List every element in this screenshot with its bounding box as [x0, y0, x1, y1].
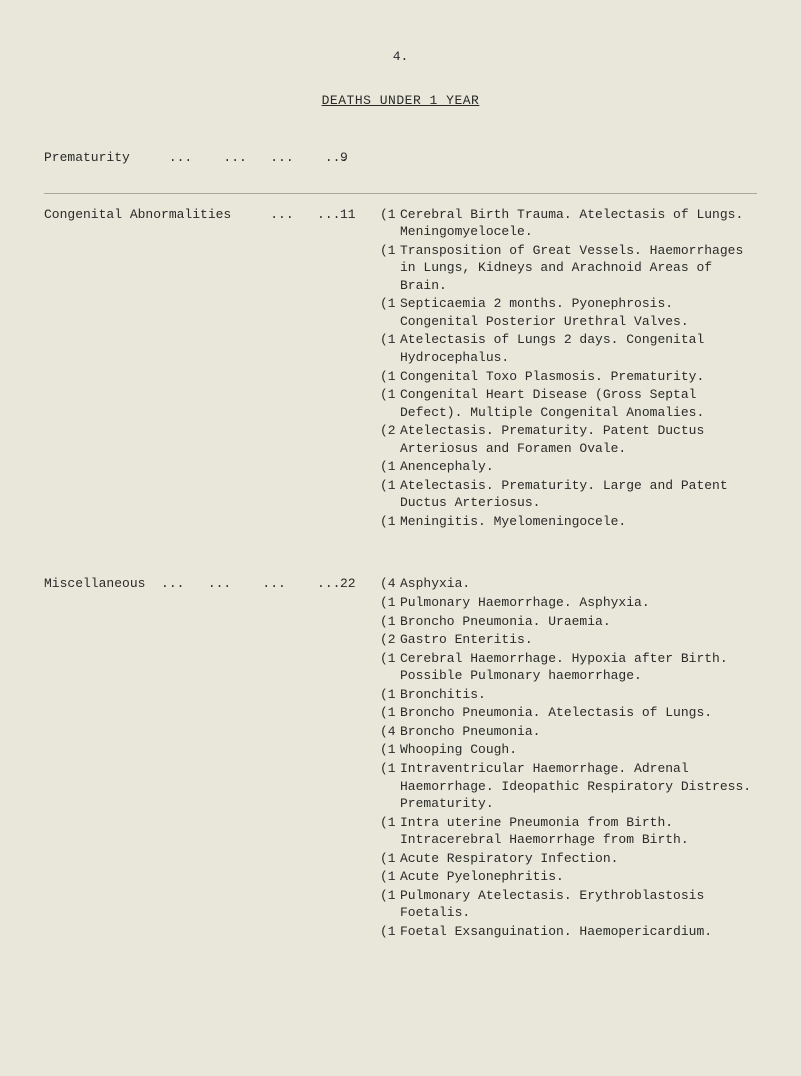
detail-line: (2Gastro Enteritis. — [380, 631, 757, 649]
detail-count: (1 — [380, 868, 400, 886]
detail-text: Congenital Heart Disease (Gross Septal D… — [400, 386, 757, 421]
detail-text: Atelectasis of Lungs 2 days. Congenital … — [400, 331, 757, 366]
section-row: Prematurity ... ... ... ... 9 — [44, 149, 757, 167]
detail-text: Pulmonary Atelectasis. Erythroblastosis … — [400, 887, 757, 922]
spacer — [44, 557, 757, 575]
detail-line: (1Whooping Cough. — [380, 741, 757, 759]
detail-line: (1Transposition of Great Vessels. Haemor… — [380, 242, 757, 295]
detail-line: (1Pulmonary Atelectasis. Erythroblastosi… — [380, 887, 757, 922]
detail-text: Congenital Toxo Plasmosis. Prematurity. — [400, 368, 757, 386]
section-label: Miscellaneous ... ... ... ... — [44, 575, 340, 593]
detail-count: (1 — [380, 295, 400, 313]
detail-text: Intraventricular Haemorrhage. Adrenal Ha… — [400, 760, 757, 813]
detail-line: (1Congenital Heart Disease (Gross Septal… — [380, 386, 757, 421]
detail-count: (4 — [380, 723, 400, 741]
page-number: 4. — [44, 48, 757, 66]
detail-text: Acute Respiratory Infection. — [400, 850, 757, 868]
detail-count: (1 — [380, 386, 400, 404]
detail-count: (1 — [380, 594, 400, 612]
detail-line: (1Foetal Exsanguination. Haemopericardiu… — [380, 923, 757, 941]
detail-text: Atelectasis. Prematurity. Large and Pate… — [400, 477, 757, 512]
detail-text: Septicaemia 2 months. Pyonephrosis. Cong… — [400, 295, 757, 330]
detail-line: (1Pulmonary Haemorrhage. Asphyxia. — [380, 594, 757, 612]
detail-count: (1 — [380, 613, 400, 631]
detail-count: (1 — [380, 242, 400, 260]
detail-line: (4Broncho Pneumonia. — [380, 723, 757, 741]
section-row: Congenital Abnormalities ... ... 11 (1Ce… — [44, 206, 757, 532]
detail-count: (4 — [380, 575, 400, 593]
detail-count: (2 — [380, 631, 400, 649]
detail-text: Intra uterine Pneumonia from Birth. Intr… — [400, 814, 757, 849]
detail-count: (1 — [380, 206, 400, 224]
detail-text: Atelectasis. Prematurity. Patent Ductus … — [400, 422, 757, 457]
detail-text: Foetal Exsanguination. Haemopericardium. — [400, 923, 757, 941]
detail-count: (1 — [380, 650, 400, 668]
detail-line: (1Acute Pyelonephritis. — [380, 868, 757, 886]
divider — [44, 193, 757, 194]
detail-line: (1Anencephaly. — [380, 458, 757, 476]
detail-count: (1 — [380, 741, 400, 759]
detail-count: (1 — [380, 923, 400, 941]
detail-line: (1Bronchitis. — [380, 686, 757, 704]
detail-line: (1Meningitis. Myelomeningocele. — [380, 513, 757, 531]
detail-text: Whooping Cough. — [400, 741, 757, 759]
section-details: (4Asphyxia.(1Pulmonary Haemorrhage. Asph… — [380, 575, 757, 941]
detail-count: (1 — [380, 850, 400, 868]
section-count: 9 — [340, 149, 380, 167]
detail-line: (1Septicaemia 2 months. Pyonephrosis. Co… — [380, 295, 757, 330]
detail-line: (4Asphyxia. — [380, 575, 757, 593]
detail-text: Acute Pyelonephritis. — [400, 868, 757, 886]
detail-text: Cerebral Haemorrhage. Hypoxia after Birt… — [400, 650, 757, 685]
detail-count: (1 — [380, 458, 400, 476]
detail-text: Anencephaly. — [400, 458, 757, 476]
detail-text: Cerebral Birth Trauma. Atelectasis of Lu… — [400, 206, 757, 241]
detail-line: (2Atelectasis. Prematurity. Patent Ductu… — [380, 422, 757, 457]
detail-line: (1Atelectasis. Prematurity. Large and Pa… — [380, 477, 757, 512]
detail-text: Transposition of Great Vessels. Haemorrh… — [400, 242, 757, 295]
detail-count: (1 — [380, 760, 400, 778]
section-count: 11 — [340, 206, 380, 224]
detail-line: (1Intraventricular Haemorrhage. Adrenal … — [380, 760, 757, 813]
section-row: Miscellaneous ... ... ... ... 22 (4Asphy… — [44, 575, 757, 941]
detail-text: Broncho Pneumonia. — [400, 723, 757, 741]
detail-line: (1Cerebral Haemorrhage. Hypoxia after Bi… — [380, 650, 757, 685]
detail-text: Asphyxia. — [400, 575, 757, 593]
detail-line: (1Congenital Toxo Plasmosis. Prematurity… — [380, 368, 757, 386]
section-label: Prematurity ... ... ... ... — [44, 149, 340, 167]
detail-count: (1 — [380, 331, 400, 349]
detail-count: (1 — [380, 814, 400, 832]
detail-count: (1 — [380, 686, 400, 704]
detail-count: (1 — [380, 704, 400, 722]
detail-count: (1 — [380, 368, 400, 386]
detail-line: (1Acute Respiratory Infection. — [380, 850, 757, 868]
detail-line: (1Atelectasis of Lungs 2 days. Congenita… — [380, 331, 757, 366]
detail-text: Meningitis. Myelomeningocele. — [400, 513, 757, 531]
detail-count: (1 — [380, 477, 400, 495]
detail-text: Pulmonary Haemorrhage. Asphyxia. — [400, 594, 757, 612]
page-title: DEATHS UNDER 1 YEAR — [44, 92, 757, 110]
detail-text: Gastro Enteritis. — [400, 631, 757, 649]
section-count: 22 — [340, 575, 380, 593]
detail-line: (1Broncho Pneumonia. Uraemia. — [380, 613, 757, 631]
detail-count: (1 — [380, 887, 400, 905]
detail-count: (1 — [380, 513, 400, 531]
section-label: Congenital Abnormalities ... ... — [44, 206, 340, 224]
detail-line: (1Intra uterine Pneumonia from Birth. In… — [380, 814, 757, 849]
detail-line: (1Cerebral Birth Trauma. Atelectasis of … — [380, 206, 757, 241]
page-root: 4. DEATHS UNDER 1 YEAR Prematurity ... .… — [0, 0, 801, 941]
detail-text: Broncho Pneumonia. Atelectasis of Lungs. — [400, 704, 757, 722]
detail-text: Bronchitis. — [400, 686, 757, 704]
detail-count: (2 — [380, 422, 400, 440]
section-details: (1Cerebral Birth Trauma. Atelectasis of … — [380, 206, 757, 532]
detail-text: Broncho Pneumonia. Uraemia. — [400, 613, 757, 631]
detail-line: (1Broncho Pneumonia. Atelectasis of Lung… — [380, 704, 757, 722]
